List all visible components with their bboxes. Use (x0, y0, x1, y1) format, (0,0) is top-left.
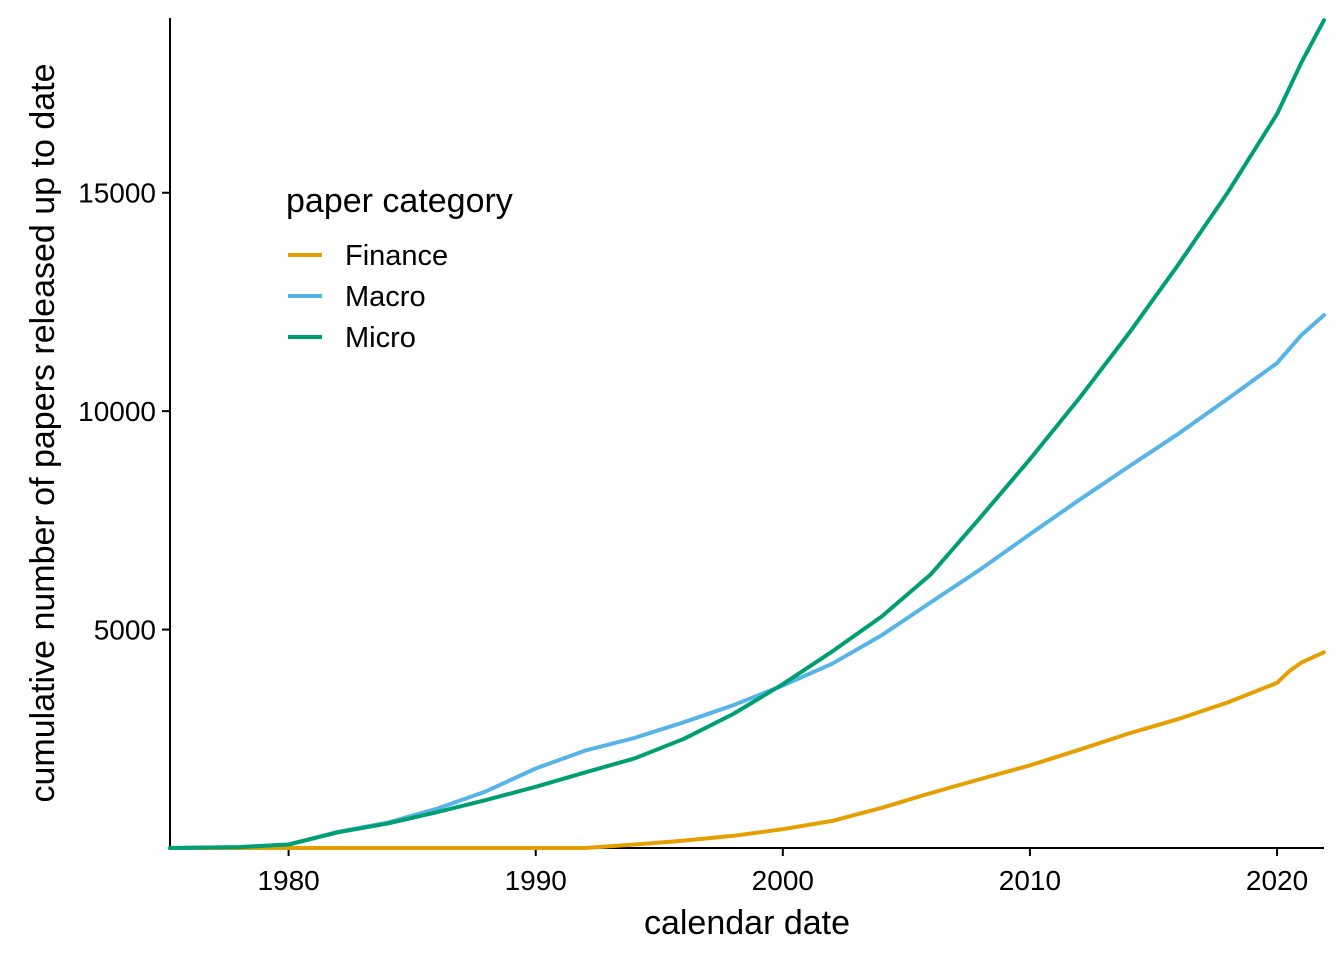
x-tick-label: 2020 (1246, 865, 1308, 896)
legend-title: paper category (286, 182, 513, 220)
axes (169, 18, 1324, 849)
legend-items: Finance Macro Micro (288, 240, 448, 354)
series-line-macro (168, 313, 1326, 850)
y-tick-label: 10000 (78, 396, 156, 427)
x-axis-title: calendar date (644, 904, 850, 942)
y-ticks: 5000 10000 15000 (78, 178, 170, 646)
x-tick-label: 1990 (505, 865, 567, 896)
y-tick-label: 5000 (94, 615, 156, 646)
x-tick-label: 2010 (999, 865, 1061, 896)
y-axis-title: cumulative number of papers released up … (24, 63, 62, 802)
x-ticks: 1980 1990 2000 2010 2020 (257, 848, 1308, 896)
x-tick-label: 2000 (752, 865, 814, 896)
series-lines (168, 18, 1326, 850)
legend: paper category Finance Macro Micro (286, 182, 513, 354)
legend-label-finance: Finance (345, 240, 448, 272)
legend-label-micro: Micro (345, 322, 416, 354)
legend-label-macro: Macro (345, 281, 426, 313)
y-tick-label: 15000 (78, 178, 156, 209)
x-tick-label: 1980 (257, 865, 319, 896)
series-line-micro (168, 18, 1326, 850)
series-line-finance (168, 650, 1326, 850)
